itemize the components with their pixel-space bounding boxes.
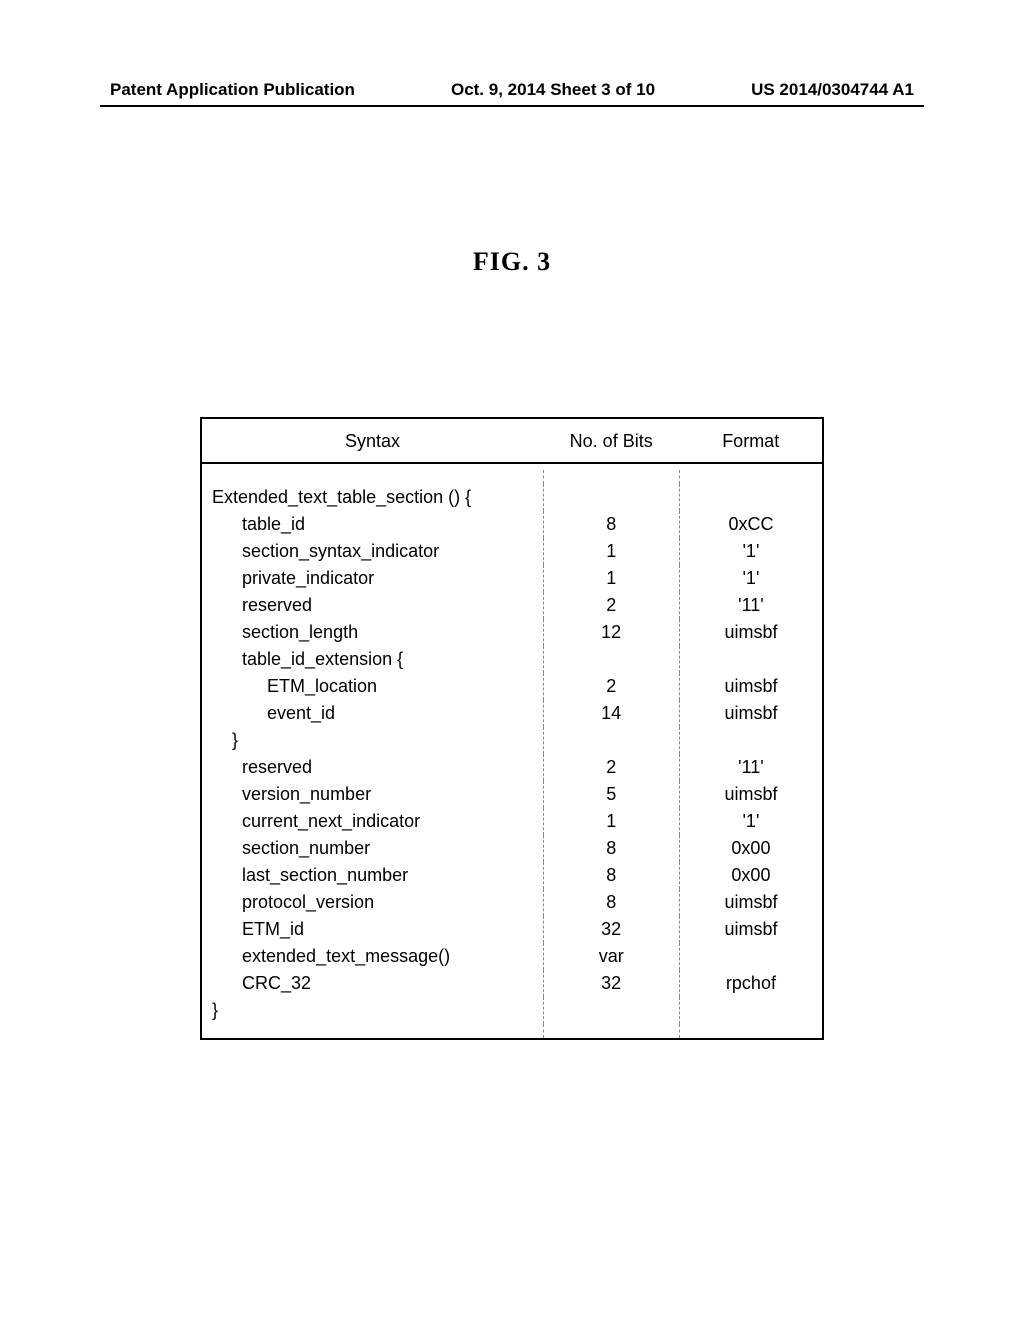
bits-cell: 12: [543, 619, 679, 646]
col-header-format: Format: [679, 419, 822, 463]
syntax-cell: ETM_location: [202, 673, 543, 700]
header-left: Patent Application Publication: [110, 80, 355, 100]
bits-cell: 2: [543, 673, 679, 700]
bits-cell: 1: [543, 565, 679, 592]
bits-cell: 8: [543, 862, 679, 889]
syntax-cell: reserved: [202, 592, 543, 619]
syntax-cell: Extended_text_table_section () {: [202, 484, 543, 511]
col-header-bits: No. of Bits: [543, 419, 679, 463]
table-row: table_id80xCC: [202, 511, 822, 538]
table-row: }: [202, 727, 822, 754]
syntax-cell: private_indicator: [202, 565, 543, 592]
bits-cell: 1: [543, 538, 679, 565]
table-row: ETM_location2uimsbf: [202, 673, 822, 700]
format-cell: '1': [679, 565, 822, 592]
format-cell: rpchof: [679, 970, 822, 997]
syntax-cell: ETM_id: [202, 916, 543, 943]
format-cell: '1': [679, 808, 822, 835]
bits-cell: 1: [543, 808, 679, 835]
col-header-syntax: Syntax: [202, 419, 543, 463]
syntax-cell: CRC_32: [202, 970, 543, 997]
syntax-cell: }: [202, 727, 543, 754]
syntax-table-container: Syntax No. of Bits Format Extended_text_…: [200, 417, 824, 1040]
table-row: extended_text_message()var: [202, 943, 822, 970]
table-row: CRC_3232rpchof: [202, 970, 822, 997]
table-row: private_indicator1'1': [202, 565, 822, 592]
syntax-cell: reserved: [202, 754, 543, 781]
table-row: event_id14uimsbf: [202, 700, 822, 727]
table-row: version_number5uimsbf: [202, 781, 822, 808]
table-row: section_length12uimsbf: [202, 619, 822, 646]
format-cell: uimsbf: [679, 700, 822, 727]
syntax-cell: }: [202, 997, 543, 1024]
bits-cell: 5: [543, 781, 679, 808]
format-cell: [679, 727, 822, 754]
table-row: protocol_version8uimsbf: [202, 889, 822, 916]
table-row: reserved2'11': [202, 592, 822, 619]
syntax-cell: current_next_indicator: [202, 808, 543, 835]
table-row: table_id_extension {: [202, 646, 822, 673]
format-cell: [679, 943, 822, 970]
format-cell: [679, 997, 822, 1024]
bits-cell: [543, 484, 679, 511]
syntax-cell: version_number: [202, 781, 543, 808]
table-row: last_section_number80x00: [202, 862, 822, 889]
syntax-cell: section_syntax_indicator: [202, 538, 543, 565]
format-cell: [679, 484, 822, 511]
syntax-cell: section_length: [202, 619, 543, 646]
bits-cell: [543, 646, 679, 673]
table-row: section_syntax_indicator1'1': [202, 538, 822, 565]
figure-title: FIG. 3: [0, 247, 1024, 277]
bits-cell: 2: [543, 754, 679, 781]
format-cell: uimsbf: [679, 916, 822, 943]
table-body: Extended_text_table_section () { table_i…: [202, 470, 822, 1038]
format-cell: uimsbf: [679, 619, 822, 646]
table-row: reserved2'11': [202, 754, 822, 781]
bits-cell: 8: [543, 889, 679, 916]
format-cell: '11': [679, 754, 822, 781]
format-cell: uimsbf: [679, 781, 822, 808]
syntax-cell: last_section_number: [202, 862, 543, 889]
format-cell: 0x00: [679, 862, 822, 889]
format-cell: '11': [679, 592, 822, 619]
header-right: US 2014/0304744 A1: [751, 80, 914, 100]
bits-cell: 14: [543, 700, 679, 727]
header-divider-row: [202, 463, 822, 470]
syntax-cell: protocol_version: [202, 889, 543, 916]
format-cell: 0xCC: [679, 511, 822, 538]
header-center: Oct. 9, 2014 Sheet 3 of 10: [451, 80, 655, 100]
table-row: Extended_text_table_section () {: [202, 484, 822, 511]
bits-cell: 8: [543, 835, 679, 862]
syntax-table: Syntax No. of Bits Format Extended_text_…: [202, 419, 822, 1038]
syntax-cell: table_id_extension {: [202, 646, 543, 673]
bits-cell: 8: [543, 511, 679, 538]
bits-cell: 32: [543, 916, 679, 943]
table-row: section_number80x00: [202, 835, 822, 862]
format-cell: uimsbf: [679, 673, 822, 700]
table-row: ETM_id32uimsbf: [202, 916, 822, 943]
table-row: current_next_indicator1'1': [202, 808, 822, 835]
table-header-row: Syntax No. of Bits Format: [202, 419, 822, 463]
bits-cell: 32: [543, 970, 679, 997]
bits-cell: 2: [543, 592, 679, 619]
syntax-cell: extended_text_message(): [202, 943, 543, 970]
bits-cell: var: [543, 943, 679, 970]
bits-cell: [543, 727, 679, 754]
format-cell: 0x00: [679, 835, 822, 862]
header-divider: [100, 105, 924, 107]
page-header: Patent Application Publication Oct. 9, 2…: [0, 0, 1024, 100]
format-cell: [679, 646, 822, 673]
spacer-row: [202, 470, 822, 484]
table-row: }: [202, 997, 822, 1024]
syntax-cell: event_id: [202, 700, 543, 727]
syntax-cell: table_id: [202, 511, 543, 538]
syntax-cell: section_number: [202, 835, 543, 862]
format-cell: uimsbf: [679, 889, 822, 916]
spacer-row: [202, 1024, 822, 1038]
bits-cell: [543, 997, 679, 1024]
format-cell: '1': [679, 538, 822, 565]
